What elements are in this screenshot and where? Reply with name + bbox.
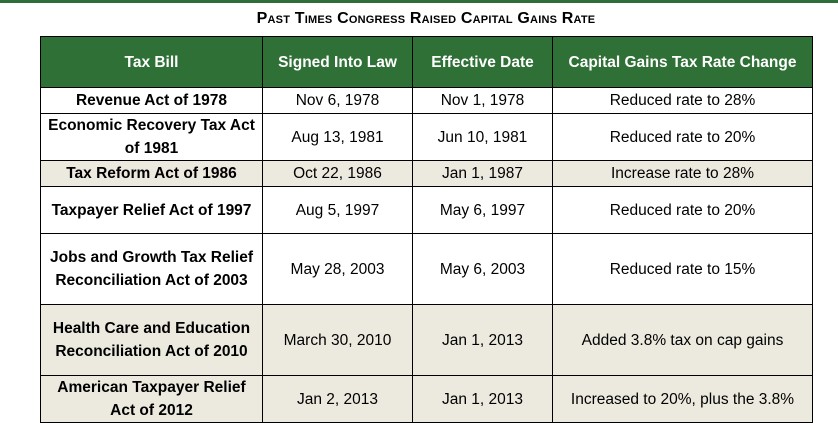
- cell-change: Increase rate to 28%: [552, 160, 813, 187]
- cell-tax-bill: Revenue Act of 1978: [40, 87, 263, 114]
- cell-signed: Aug 5, 1997: [262, 186, 413, 234]
- cell-effective: Jan 1, 1987: [412, 160, 553, 187]
- table-row: American Taxpayer Relief Act of 2012 Jan…: [40, 375, 813, 423]
- header-rate-change: Capital Gains Tax Rate Change: [552, 36, 813, 88]
- cell-change: Reduced rate to 28%: [552, 87, 813, 114]
- table-row: Taxpayer Relief Act of 1997 Aug 5, 1997 …: [40, 186, 813, 234]
- cell-change: Increased to 20%, plus the 3.8%: [552, 375, 813, 423]
- cell-signed: Oct 22, 1986: [262, 160, 413, 187]
- cell-signed: Aug 13, 1981: [262, 113, 413, 161]
- cell-tax-bill: Economic Recovery Tax Act of 1981: [40, 113, 263, 161]
- cell-signed: March 30, 2010: [262, 304, 413, 376]
- table-row: Jobs and Growth Tax Relief Reconciliatio…: [40, 233, 813, 305]
- capital-gains-table: Tax Bill Signed Into Law Effective Date …: [40, 36, 813, 423]
- table-row: Health Care and Education Reconciliation…: [40, 304, 813, 376]
- cell-change: Reduced rate to 20%: [552, 113, 813, 161]
- header-signed-into-law: Signed Into Law: [262, 36, 413, 88]
- cell-signed: May 28, 2003: [262, 233, 413, 305]
- cell-effective: Jun 10, 1981: [412, 113, 553, 161]
- top-rule: [0, 0, 838, 3]
- cell-tax-bill: Taxpayer Relief Act of 1997: [40, 186, 263, 234]
- cell-change: Reduced rate to 15%: [552, 233, 813, 305]
- cell-signed: Nov 6, 1978: [262, 87, 413, 114]
- header-row: Tax Bill Signed Into Law Effective Date …: [40, 36, 813, 88]
- cell-effective: Nov 1, 1978: [412, 87, 553, 114]
- cell-tax-bill: American Taxpayer Relief Act of 2012: [40, 375, 263, 423]
- cell-tax-bill: Health Care and Education Reconciliation…: [40, 304, 263, 376]
- cell-signed: Jan 2, 2013: [262, 375, 413, 423]
- table-row: Revenue Act of 1978 Nov 6, 1978 Nov 1, 1…: [40, 87, 813, 114]
- table-title: Past Times Congress Raised Capital Gains…: [256, 10, 596, 27]
- table-row: Tax Reform Act of 1986 Oct 22, 1986 Jan …: [40, 160, 813, 187]
- table-row: Economic Recovery Tax Act of 1981 Aug 13…: [40, 113, 813, 161]
- header-tax-bill: Tax Bill: [40, 36, 263, 88]
- cell-effective: May 6, 2003: [412, 233, 553, 305]
- cell-effective: Jan 1, 2013: [412, 304, 553, 376]
- cell-change: Added 3.8% tax on cap gains: [552, 304, 813, 376]
- cell-effective: Jan 1, 2013: [412, 375, 553, 423]
- cell-tax-bill: Jobs and Growth Tax Relief Reconciliatio…: [40, 233, 263, 305]
- cell-tax-bill: Tax Reform Act of 1986: [40, 160, 263, 187]
- cell-effective: May 6, 1997: [412, 186, 553, 234]
- header-effective-date: Effective Date: [412, 36, 553, 88]
- cell-change: Reduced rate to 20%: [552, 186, 813, 234]
